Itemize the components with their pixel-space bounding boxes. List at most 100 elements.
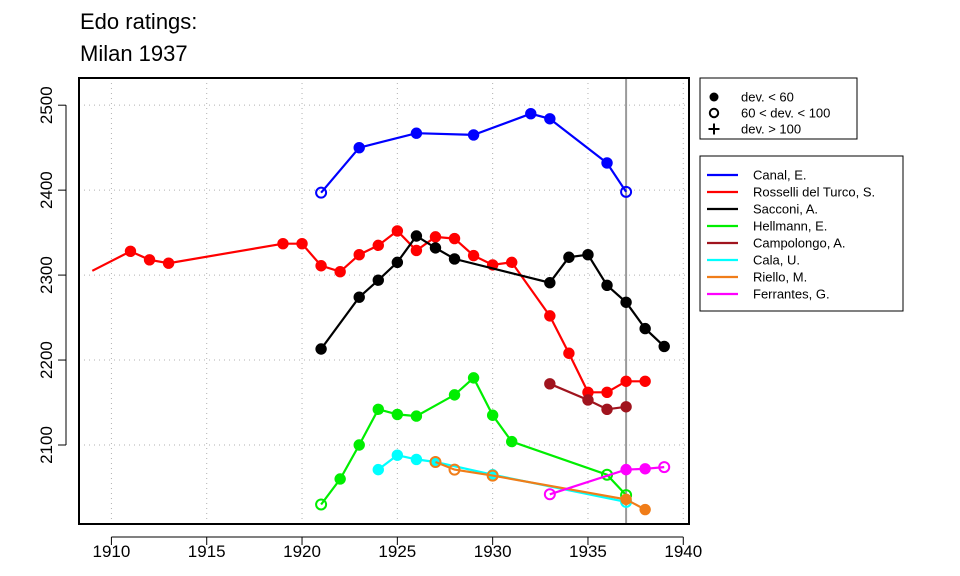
point-riello-m-3 <box>620 493 632 506</box>
point-rosselli-del-turco-s-6 <box>315 260 327 272</box>
point-hellmann-e-9 <box>506 435 518 448</box>
series-ferrantes-g <box>543 461 671 501</box>
y-tick-label-2300: 2300 <box>37 256 56 294</box>
x-tick-label-1940: 1940 <box>664 542 702 561</box>
point-hellmann-e-7 <box>467 372 480 384</box>
point-rosselli-del-turco-s-10 <box>391 225 404 237</box>
legend-entry-ferrantes-g: Ferrantes, G. <box>753 287 830 302</box>
point-ferrantes-g-0 <box>543 488 556 501</box>
point-rosselli-del-turco-s-11 <box>410 244 423 257</box>
series-line-riello-m <box>435 460 646 511</box>
x-tick-label-1910: 1910 <box>92 542 130 561</box>
point-cala-u-2 <box>410 453 423 466</box>
point-canal-e-2 <box>410 127 423 139</box>
point-hellmann-e-3 <box>372 403 384 416</box>
x-tick-label-1930: 1930 <box>474 542 512 561</box>
point-sacconi-a-1 <box>353 291 365 303</box>
point-rosselli-del-turco-s-20 <box>601 386 613 399</box>
series-rosselli-del-turco-s <box>91 225 651 399</box>
point-hellmann-e-4 <box>391 408 404 421</box>
point-sacconi-a-8 <box>563 251 575 263</box>
point-campolongo-a-1 <box>582 394 594 406</box>
point-rosselli-del-turco-s-12 <box>429 231 442 243</box>
x-tick-label-1925: 1925 <box>378 542 416 561</box>
point-canal-e-5 <box>544 113 556 125</box>
series-canal-e <box>315 107 633 199</box>
point-rosselli-del-turco-s-16 <box>506 256 518 269</box>
legend-entry-hellmann-e: Hellmann, E. <box>753 219 827 234</box>
legend-label-dev-100: dev. > 100 <box>741 122 801 137</box>
y-tick-label-2500: 2500 <box>37 86 56 124</box>
series-cala-u <box>372 449 633 508</box>
legend-entry-cala-u: Cala, U. <box>753 253 800 268</box>
point-sacconi-a-5 <box>429 242 442 254</box>
y-tick-label-2100: 2100 <box>37 426 56 464</box>
point-sacconi-a-4 <box>410 230 423 242</box>
series-line-sacconi-a <box>320 234 665 350</box>
point-ferrantes-g-3 <box>658 461 671 474</box>
legend-symbol-plus <box>708 123 720 135</box>
point-rosselli-del-turco-s-2 <box>143 254 156 266</box>
y-tick-label-2400: 2400 <box>37 171 56 209</box>
point-canal-e-3 <box>467 129 480 141</box>
legend-symbol-filled <box>709 92 719 102</box>
series-legend: Canal, E. Rosselli del Turco, S. Sacconi, … <box>699 155 904 312</box>
point-riello-m-4 <box>639 503 651 516</box>
point-sacconi-a-2 <box>372 274 384 286</box>
point-campolongo-a-3 <box>620 401 632 413</box>
chart-title-line-2: Milan 1937 <box>80 41 188 66</box>
series-line-campolongo-a <box>549 382 627 411</box>
point-canal-e-0 <box>315 186 328 199</box>
point-sacconi-a-13 <box>658 340 670 353</box>
marker-legend-box <box>699 77 858 140</box>
point-hellmann-e-8 <box>486 409 499 421</box>
point-canal-e-6 <box>601 157 613 169</box>
point-canal-e-4 <box>525 107 537 120</box>
point-rosselli-del-turco-s-9 <box>372 239 384 252</box>
point-sacconi-a-7 <box>544 277 556 289</box>
point-cala-u-1 <box>391 449 404 461</box>
point-riello-m-1 <box>448 463 461 476</box>
point-rosselli-del-turco-s-7 <box>334 265 346 278</box>
point-sacconi-a-11 <box>620 296 632 308</box>
point-sacconi-a-3 <box>391 256 404 269</box>
series-campolongo-a <box>544 378 632 416</box>
series-sacconi-a <box>315 230 670 355</box>
point-rosselli-del-turco-s-17 <box>544 310 556 322</box>
point-sacconi-a-10 <box>601 279 613 291</box>
point-canal-e-1 <box>353 141 365 154</box>
point-rosselli-del-turco-s-5 <box>296 237 308 250</box>
point-sacconi-a-0 <box>315 343 327 355</box>
series-legend-box <box>699 155 904 312</box>
legend-entry-campolongo-a: Campolongo, A. <box>753 236 846 251</box>
series-line-hellmann-e <box>320 376 627 506</box>
point-rosselli-del-turco-s-21 <box>620 375 632 387</box>
point-rosselli-del-turco-s-3 <box>162 257 175 269</box>
point-rosselli-del-turco-s-14 <box>467 249 480 262</box>
point-campolongo-a-0 <box>544 378 556 390</box>
axes: 1910 1915 1920 1925 1930 1935 1940 2100 2200 2300… <box>37 86 702 561</box>
point-rosselli-del-turco-s-13 <box>448 232 461 245</box>
point-cala-u-0 <box>372 463 384 476</box>
point-hellmann-e-5 <box>410 410 423 422</box>
x-tick-label-1915: 1915 <box>188 542 226 561</box>
point-riello-m-0 <box>429 455 442 468</box>
series-line-ferrantes-g <box>549 466 665 496</box>
point-sacconi-a-9 <box>582 249 594 261</box>
point-sacconi-a-12 <box>639 322 651 335</box>
series-line-rosselli-del-turco-s <box>91 229 646 394</box>
point-riello-m-2 <box>486 469 499 482</box>
y-tick-label-2200: 2200 <box>37 341 56 379</box>
point-ferrantes-g-1 <box>620 463 632 476</box>
point-sacconi-a-6 <box>448 253 461 265</box>
point-ferrantes-g-2 <box>639 463 651 475</box>
legend-symbol-open <box>708 107 720 119</box>
chart-title-line-1: Edo ratings: <box>80 9 197 34</box>
legend-label-60-dev-100: 60 < dev. < 100 <box>741 106 830 121</box>
point-hellmann-e-0 <box>315 498 328 511</box>
point-hellmann-e-6 <box>448 389 461 401</box>
point-rosselli-del-turco-s-4 <box>277 237 289 250</box>
point-rosselli-del-turco-s-8 <box>353 249 365 261</box>
x-tick-label-1920: 1920 <box>283 542 321 561</box>
